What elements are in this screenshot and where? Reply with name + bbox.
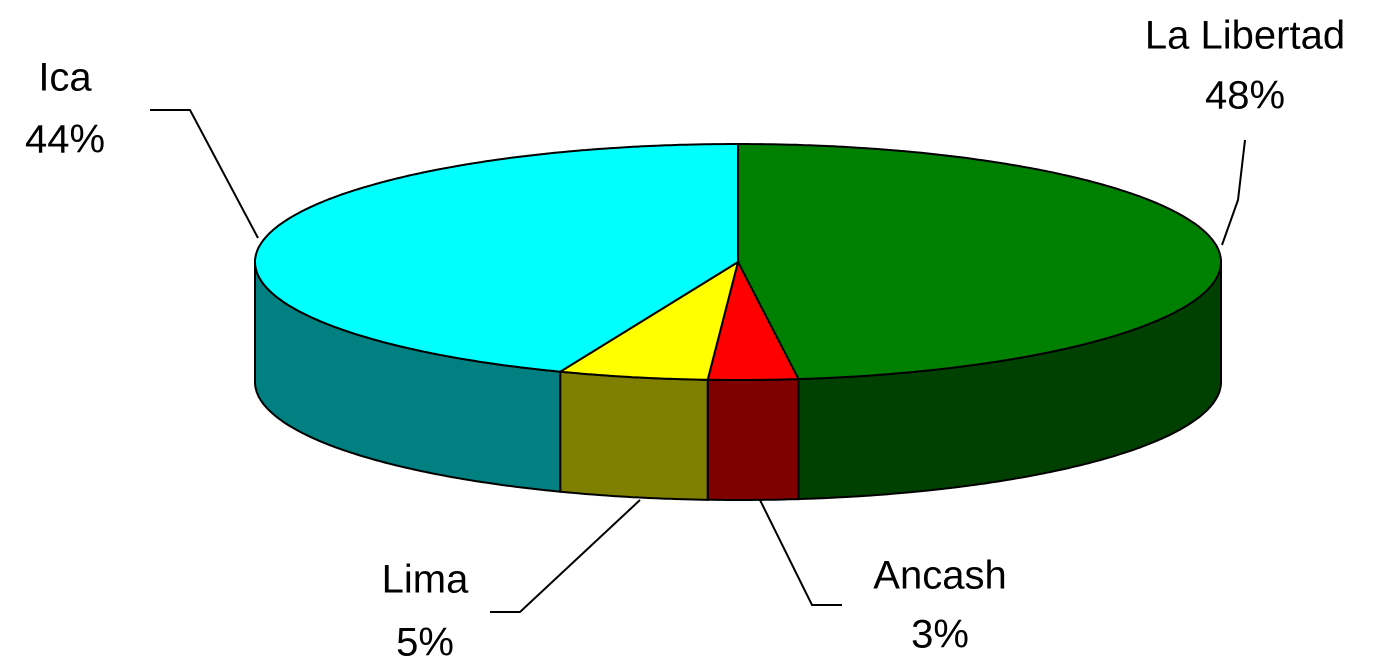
pie-slice — [706, 259, 801, 501]
leader-line — [490, 499, 641, 613]
slice-label: Ica — [38, 56, 92, 100]
slice-side — [559, 370, 709, 501]
slice-side — [706, 378, 800, 501]
slice-top — [254, 143, 739, 373]
slice-top — [557, 259, 740, 381]
slice-top — [706, 259, 801, 381]
pie-slice — [557, 259, 740, 501]
slice-label: Ancash — [873, 554, 1006, 598]
pie-slice — [254, 143, 739, 493]
leader-line — [759, 499, 842, 606]
leader-line — [1221, 139, 1246, 246]
slice-value-label: 5% — [396, 621, 454, 665]
slice-label: Lima — [382, 558, 469, 602]
leader-line — [150, 109, 259, 239]
slice-value-label: 48% — [1205, 74, 1285, 118]
slice-value-label: 44% — [25, 118, 105, 162]
pie-slice — [737, 143, 1222, 501]
slice-top — [737, 143, 1222, 381]
slice-value-label: 3% — [911, 613, 969, 657]
slice-label: La Libertad — [1145, 14, 1345, 58]
